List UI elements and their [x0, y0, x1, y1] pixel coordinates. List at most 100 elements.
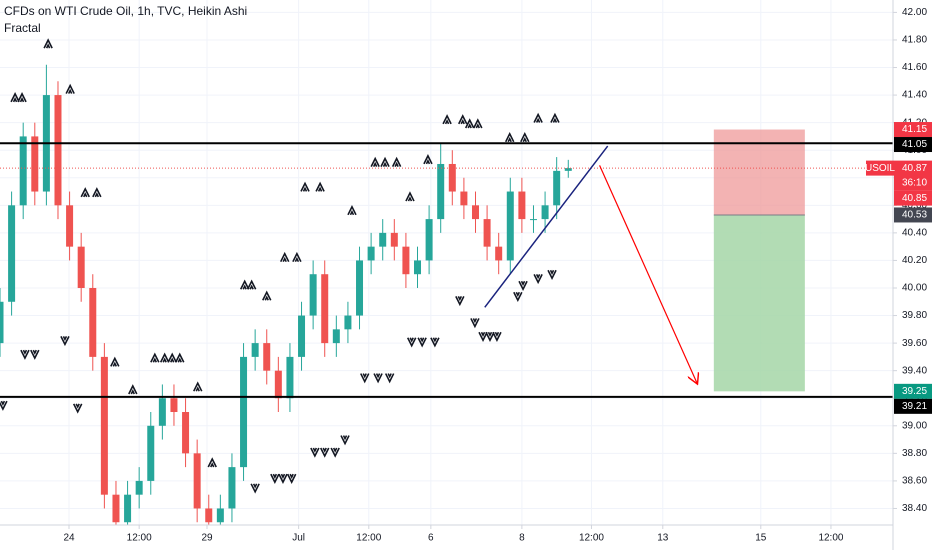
trend-line — [484, 145, 609, 308]
chart-title: CFDs on WTI Crude Oil, 1h, TVC, Heikin A… — [4, 4, 247, 18]
fractal-up — [92, 187, 102, 198]
fractal-down — [20, 349, 30, 360]
y-tick-label: 39.60 — [902, 338, 927, 349]
y-tick-label: 40.00 — [902, 283, 927, 294]
candle-body — [158, 398, 166, 426]
y-tick-label: 38.60 — [902, 476, 927, 487]
fractal-down — [270, 473, 280, 484]
candle-body — [54, 95, 62, 206]
y-tick-label: 40.40 — [902, 228, 927, 239]
candle-body — [553, 170, 561, 206]
y-tick-label: 41.40 — [902, 90, 927, 101]
candle-body — [240, 356, 248, 468]
candle-body — [170, 398, 178, 413]
candle-body — [216, 508, 224, 523]
fractal-up — [405, 191, 415, 202]
candle-body — [193, 453, 201, 509]
fractal-down — [60, 335, 70, 347]
candle-body — [77, 246, 85, 288]
fractal-down — [340, 435, 350, 446]
x-tick-label: 12:00 — [356, 533, 381, 544]
y-tick-label: 39.40 — [902, 365, 927, 376]
price-label: 41.15 — [902, 124, 927, 135]
fractal-up — [207, 457, 217, 468]
fractal-up — [193, 381, 203, 392]
fractal-down — [250, 483, 260, 494]
fractal-down — [547, 269, 557, 281]
fractal-up — [464, 118, 475, 129]
y-tick-label: 41.80 — [902, 35, 927, 46]
fractal-up — [43, 38, 53, 49]
candle-body — [19, 136, 27, 206]
x-tick-label: 29 — [201, 533, 213, 544]
fractal-down — [533, 273, 543, 285]
candle-body — [286, 356, 294, 399]
fractal-up — [167, 352, 177, 363]
candle-body — [89, 287, 97, 357]
candle-body — [471, 205, 479, 220]
fractal-down — [470, 318, 480, 329]
candle-body — [425, 219, 433, 261]
fractal-down — [513, 291, 523, 303]
candle-body — [390, 232, 398, 247]
candle-body — [402, 246, 410, 275]
candle-body — [356, 260, 364, 316]
candle-body — [309, 274, 317, 316]
fractal-up — [159, 352, 170, 363]
fractal-up — [80, 187, 90, 198]
fractal-up — [520, 132, 530, 143]
indicator-name: Fractal — [4, 21, 41, 35]
fractal-down — [384, 373, 395, 384]
fractal-up — [175, 352, 185, 363]
candle-body — [205, 508, 213, 523]
fractal-up — [280, 251, 290, 263]
candle-body — [367, 246, 375, 261]
plot — [0, 38, 893, 525]
fractal-up — [347, 205, 357, 216]
candle-body — [8, 205, 16, 302]
axes: 38.4038.6038.8039.0039.2039.4039.6039.80… — [63, 7, 932, 544]
candle-body — [332, 329, 340, 344]
price-label: 41.05 — [902, 139, 927, 150]
fractal-up — [128, 384, 138, 395]
price-label: 39.25 — [902, 386, 927, 397]
x-tick-label: 15 — [755, 533, 767, 544]
price-label-bg — [894, 383, 932, 399]
candle-body — [529, 219, 537, 221]
fractal-up — [458, 114, 468, 125]
price-label: 39.21 — [902, 401, 927, 412]
y-tick-label: 42.00 — [902, 7, 927, 18]
fractal-down — [330, 447, 340, 458]
countdown: 36:10 — [902, 177, 927, 188]
fractal-up — [533, 112, 543, 123]
fractal-up — [442, 114, 452, 125]
fractal-down — [478, 331, 488, 343]
fractal-down — [430, 337, 440, 348]
fractal-down — [406, 337, 417, 348]
candle-body — [564, 168, 572, 171]
fractal-up — [246, 279, 257, 290]
fractal-up — [504, 132, 515, 143]
candle-body — [298, 315, 306, 357]
candle-body — [437, 163, 445, 220]
fractal-down — [417, 337, 427, 348]
fractal-down — [360, 373, 370, 384]
candle-body — [263, 343, 271, 371]
candle-body — [124, 494, 132, 523]
candle-body — [147, 425, 155, 481]
candle-body — [414, 260, 422, 275]
x-tick-label: 12:00 — [127, 533, 152, 544]
y-tick-label: 41.60 — [902, 62, 927, 73]
fractal-up — [292, 251, 302, 263]
x-tick-label: 6 — [428, 533, 434, 544]
fractal-down — [278, 473, 288, 484]
x-tick-label: Jul — [292, 533, 305, 544]
price-label-bg — [894, 137, 932, 153]
candle-body — [251, 343, 259, 357]
fractal-up — [380, 156, 390, 167]
x-tick-label: 24 — [63, 533, 75, 544]
x-tick-label: 13 — [657, 533, 669, 544]
fractal-up — [300, 181, 310, 192]
candle-body — [321, 274, 329, 344]
candle-body — [228, 467, 236, 509]
